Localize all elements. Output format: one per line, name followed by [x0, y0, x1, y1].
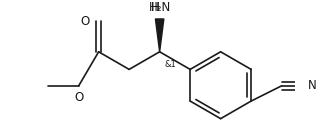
Text: H₂N: H₂N [149, 1, 171, 14]
Text: H: H [151, 1, 160, 14]
Text: O: O [80, 15, 89, 28]
Polygon shape [156, 19, 164, 52]
Text: N: N [307, 79, 316, 92]
Text: O: O [74, 91, 83, 104]
Text: &1: &1 [164, 60, 176, 69]
Text: H: H [151, 1, 160, 14]
